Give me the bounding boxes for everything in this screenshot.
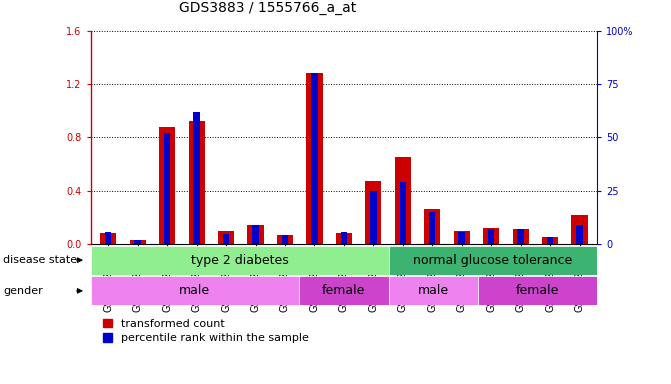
Bar (277, 235, 293, 244)
Bar (307, 73, 323, 244)
Text: male: male (179, 285, 211, 297)
Text: male: male (418, 285, 449, 297)
Bar (299, 276, 389, 305)
Bar (478, 276, 597, 305)
Bar (164, 133, 170, 244)
Bar (336, 233, 352, 244)
Bar (424, 209, 440, 244)
Text: GDS3883 / 1555766_a_at: GDS3883 / 1555766_a_at (179, 2, 356, 15)
Bar (100, 233, 116, 244)
Bar (365, 181, 381, 244)
Text: normal glucose tolerance: normal glucose tolerance (413, 254, 572, 266)
Bar (458, 232, 465, 244)
Bar (282, 235, 289, 244)
Bar (311, 73, 317, 244)
Text: female: female (322, 285, 366, 297)
Bar (572, 215, 588, 244)
Bar (134, 240, 141, 244)
Bar (91, 246, 389, 275)
Bar (513, 229, 529, 244)
Bar (193, 112, 200, 244)
Bar (252, 225, 259, 244)
Bar (159, 127, 175, 244)
Bar (91, 276, 299, 305)
Bar (105, 232, 111, 244)
Bar (429, 212, 435, 244)
Text: female: female (516, 285, 559, 297)
Bar (341, 232, 347, 244)
Bar (370, 190, 376, 244)
Bar (130, 240, 146, 244)
Bar (389, 276, 478, 305)
Bar (189, 121, 205, 244)
Text: type 2 diabetes: type 2 diabetes (191, 254, 289, 266)
Bar (576, 225, 582, 244)
Text: gender: gender (3, 286, 43, 296)
Bar (454, 230, 470, 244)
Bar (517, 229, 524, 244)
Bar (223, 234, 229, 244)
Legend: transformed count, percentile rank within the sample: transformed count, percentile rank withi… (103, 318, 309, 343)
Bar (389, 246, 597, 275)
Bar (483, 228, 499, 244)
Bar (218, 230, 234, 244)
Bar (395, 157, 411, 244)
Bar (488, 229, 495, 244)
Text: disease state: disease state (3, 255, 77, 265)
Bar (542, 237, 558, 244)
Bar (547, 237, 554, 244)
Bar (399, 182, 406, 244)
Bar (248, 225, 264, 244)
